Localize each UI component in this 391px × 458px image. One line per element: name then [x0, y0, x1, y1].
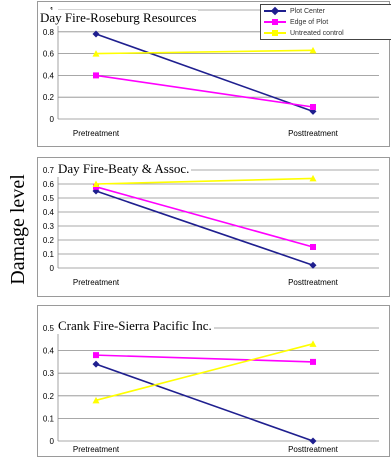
- chart-3-title: Crank Fire-Sierra Pacific Inc.: [56, 318, 214, 334]
- legend-swatch-plot-center: [264, 6, 286, 16]
- chart-3-series-1-line: [95, 363, 314, 442]
- chart-1-title: Day Fire-Roseburg Resources: [38, 10, 199, 26]
- legend-label-plot-center: Plot Center: [290, 7, 326, 15]
- chart-1-series-2-line: [95, 74, 314, 108]
- chart-2-svg: 0 0.1 0.2 0.3 0.4 0.5 0.6 0.7 Pretreatment Posttr…: [43, 166, 379, 287]
- chart-1-x-tick-label: Posttreatment: [288, 129, 339, 138]
- chart-2-y-tick-label: 0.1: [43, 250, 55, 259]
- chart-3-y-tick-label: 0.5: [43, 324, 55, 333]
- chart-1-series-3-line: [95, 49, 314, 55]
- chart-3-y-tick-label: 0.3: [43, 369, 55, 378]
- chart-2-y-tick-label: 0.5: [43, 194, 55, 203]
- chart-1-series-3-point: [309, 46, 317, 54]
- chart-2-y-tick-label: 0.2: [43, 236, 55, 245]
- chart-3-y-tick-label: 0.2: [43, 392, 55, 401]
- chart-2-x-tick-label: Posttreatment: [288, 278, 339, 287]
- chart-2-series-1-point: [309, 261, 317, 269]
- legend-swatch-edge-of-plot: [264, 17, 286, 27]
- chart-2-y-tick-label: 0.3: [43, 222, 55, 231]
- chart-2-title: Day Fire-Beaty & Assoc.: [56, 161, 192, 177]
- legend-item-untreated-control: Untreated control: [264, 28, 344, 38]
- chart-1-y-tick-label: 0: [50, 115, 55, 124]
- chart-3-y-tick-label: 0.1: [43, 414, 55, 423]
- chart-3-svg: 0 0.1 0.2 0.3 0.4 0.5 Pretreatment Posttreatmen…: [43, 324, 379, 454]
- chart-1-x-tick-label: Pretreatment: [73, 129, 120, 138]
- chart-3-y-tick-label: 0: [50, 437, 55, 446]
- chart-panel-2: 0 0.1 0.2 0.3 0.4 0.5 0.6 0.7 Pretreatment Posttr…: [37, 157, 390, 297]
- legend-label-edge-of-plot: Edge of Plot: [290, 18, 329, 26]
- chart-3-series-3-point: [92, 396, 100, 404]
- chart-3-series-3-point: [309, 340, 317, 347]
- chart-3-series-1-point: [309, 437, 317, 445]
- chart-3-series-2-line: [95, 354, 314, 363]
- chart-1-series-1-line: [95, 33, 314, 113]
- legend-swatch-untreated-control: [264, 28, 286, 38]
- legend-item-plot-center: Plot Center: [264, 6, 325, 16]
- legend-label-untreated-control: Untreated control: [290, 29, 344, 37]
- y-axis-label-text: Damage level: [6, 173, 29, 285]
- chart-2-x-tick-label: Pretreatment: [73, 278, 120, 287]
- chart-1-legend: Plot Center Edge of Plot Untreated contr…: [260, 4, 391, 40]
- chart-2-series-2-line: [95, 186, 314, 248]
- chart-3-series-1-point: [92, 360, 100, 368]
- chart-2-y-tick-label: 0: [50, 264, 55, 273]
- chart-2-y-tick-label: 0.6: [43, 180, 55, 189]
- chart-1-series-2-point: [93, 72, 99, 79]
- chart-1-series-2-point: [310, 104, 316, 111]
- chart-1-y-tick-label: 0.6: [43, 50, 55, 59]
- chart-1-series-3-point: [92, 50, 100, 57]
- chart-panel-3: 0 0.1 0.2 0.3 0.4 0.5 Pretreatment Posttreatmen…: [37, 305, 390, 457]
- chart-3-series-2-point: [93, 352, 99, 359]
- chart-3-y-tick-label: 0.4: [43, 347, 55, 356]
- chart-1-y-tick-label: 0.4: [43, 71, 55, 80]
- y-axis-label: Damage level: [0, 0, 36, 458]
- chart-2-series-3-point: [309, 174, 317, 182]
- chart-2-series-3-point: [92, 180, 100, 187]
- chart-2-series-1-line: [95, 190, 314, 266]
- chart-2-y-tick-label: 0.4: [43, 208, 55, 217]
- chart-1-y-tick-label: 0.8: [43, 28, 55, 37]
- chart-2-series-3-line: [95, 177, 314, 185]
- chart-3-series-2-point: [310, 358, 316, 365]
- chart-2-y-tick-label: 0.7: [43, 166, 55, 175]
- chart-1-svg: 00.20.40.60.81PretreatmentPosttreatment: [43, 6, 379, 138]
- chart-2-series-2-point: [310, 244, 316, 250]
- chart-3-x-tick-label: Pretreatment: [73, 445, 120, 454]
- chart-3-series-3-line: [95, 343, 314, 402]
- legend-item-edge-of-plot: Edge of Plot: [264, 17, 328, 27]
- chart-1-y-tick-label: 0.2: [43, 93, 55, 102]
- chart-panel-1: 00.20.40.60.81PretreatmentPosttreatment …: [37, 1, 391, 147]
- chart-1-series-1-point: [92, 30, 100, 38]
- chart-3-x-tick-label: Posttreatment: [288, 445, 339, 454]
